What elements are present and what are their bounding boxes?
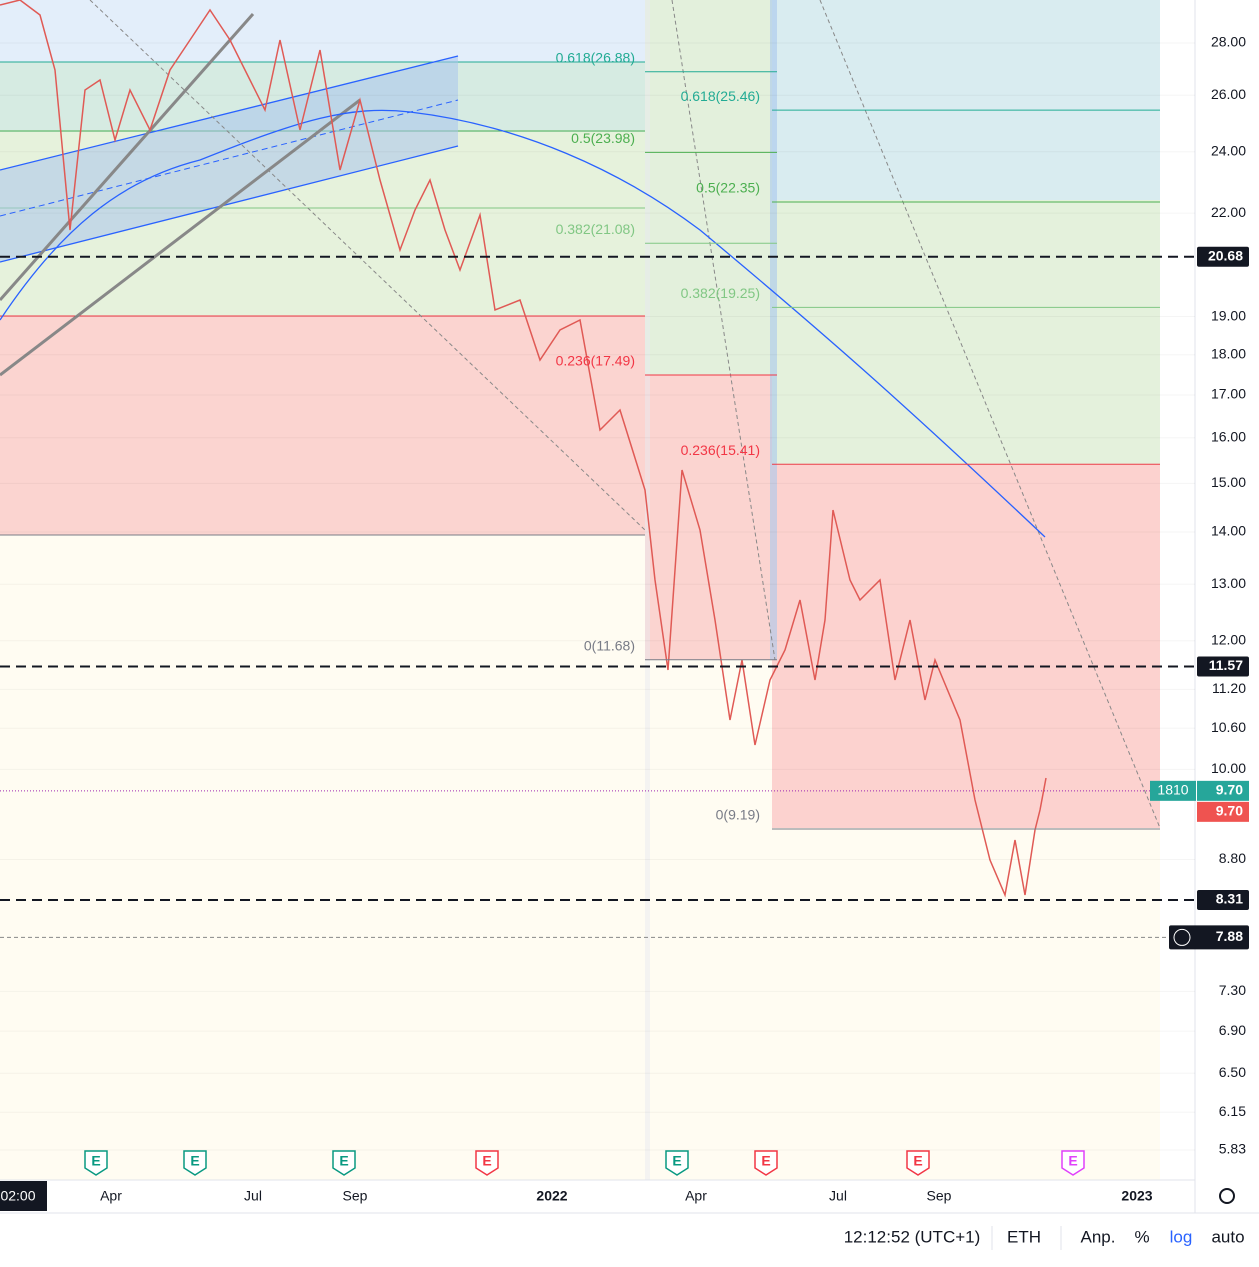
earnings-marker[interactable]: [475, 1150, 499, 1176]
time-tick-label: 02:00: [0, 1188, 35, 1204]
status-auto[interactable]: auto: [1211, 1227, 1244, 1246]
price-tick-label: 17.00: [1211, 386, 1246, 402]
price-tick-label: 6.50: [1219, 1064, 1246, 1080]
fib-label: 0.382(19.25): [681, 285, 760, 301]
fib-label: 0.618(25.46): [681, 88, 760, 104]
earnings-marker[interactable]: [906, 1150, 930, 1176]
earnings-marker[interactable]: [665, 1150, 689, 1176]
price-badge: [1197, 889, 1249, 910]
fib-label: 0.5(22.35): [696, 180, 760, 196]
price-tick-label: 7.30: [1219, 982, 1246, 998]
fib-label: 0.236(15.41): [681, 442, 760, 458]
price-tick-label: 10.60: [1211, 719, 1246, 735]
price-badge-label: 11.57: [1209, 657, 1243, 673]
fib-label: 0.5(23.98): [571, 130, 635, 146]
earnings-marker[interactable]: [183, 1150, 207, 1176]
time-tick-label: Jul: [244, 1188, 262, 1204]
price-badge: [1197, 246, 1249, 267]
close-label: 9.70: [1216, 803, 1243, 819]
settings-icon[interactable]: [1219, 1188, 1235, 1204]
earnings-label: E: [91, 1153, 100, 1169]
price-tick-label: 10.00: [1211, 760, 1246, 776]
price-tick-label: 28.00: [1211, 34, 1246, 50]
fib-label: 0(9.19): [716, 807, 760, 823]
price-badge-label: 20.68: [1208, 247, 1243, 263]
fib-label: 0(11.68): [584, 638, 635, 654]
crosshair-badge: [1169, 925, 1249, 950]
time-tick-label: Apr: [100, 1188, 122, 1204]
price-tick-label: 26.00: [1211, 86, 1246, 102]
price-tick-label: 14.00: [1211, 523, 1246, 539]
price-tick-label: 6.15: [1219, 1103, 1246, 1119]
volume-label: 1810: [1157, 782, 1188, 798]
earnings-marker[interactable]: [332, 1150, 356, 1176]
earnings-label: E: [482, 1153, 491, 1169]
fib-label: 0.382(21.08): [556, 221, 635, 237]
price-tick-label: 13.00: [1211, 575, 1246, 591]
price-tick-label: 19.00: [1211, 307, 1246, 323]
earnings-label: E: [190, 1153, 199, 1169]
price-tick-label: 18.00: [1211, 345, 1246, 361]
price-tick-label: 24.00: [1211, 142, 1246, 158]
last-price-badge: [1197, 780, 1249, 801]
drawings: [0, 0, 1161, 898]
status-time: 12:12:52 (UTC+1): [844, 1227, 981, 1246]
price-tick-label: 15.00: [1211, 474, 1246, 490]
crosshair-label: 7.88: [1216, 928, 1243, 944]
earnings-marker[interactable]: [84, 1150, 108, 1176]
volume-badge: [1150, 780, 1196, 801]
earnings-label: E: [913, 1153, 922, 1169]
earnings-label: E: [1068, 1153, 1077, 1169]
time-tick-label: 2022: [536, 1188, 567, 1204]
price-tick-label: 8.80: [1219, 850, 1246, 866]
status-adjust[interactable]: Anp.: [1081, 1227, 1116, 1246]
price-badge: [1197, 656, 1249, 677]
status-percent[interactable]: %: [1134, 1227, 1149, 1246]
status-log[interactable]: log: [1170, 1227, 1193, 1246]
add-icon[interactable]: [1173, 928, 1191, 946]
price-tick-label: 11.20: [1212, 680, 1246, 696]
price-tick-label: 16.00: [1211, 428, 1246, 444]
time-tick-label: Apr: [685, 1188, 707, 1204]
price-tick-label: 6.90: [1219, 1022, 1246, 1038]
price-tick-label: 12.00: [1211, 631, 1246, 647]
price-tick-label: 5.83: [1219, 1141, 1246, 1157]
price-badge-label: 8.31: [1216, 891, 1243, 907]
status-currency[interactable]: ETH: [1007, 1227, 1041, 1246]
last-price-label: 9.70: [1216, 782, 1243, 798]
close-badge: [1197, 801, 1249, 822]
time-tick-label: Jul: [829, 1188, 847, 1204]
earnings-marker[interactable]: [754, 1150, 778, 1176]
price-tick-label: 22.00: [1211, 204, 1246, 220]
earnings-label: E: [672, 1153, 681, 1169]
fib-label: 0.236(17.49): [556, 353, 635, 369]
fib-label: 0.618(26.88): [556, 50, 635, 66]
time-tick-label: 2023: [1121, 1188, 1152, 1204]
time-tick-label: Sep: [927, 1188, 952, 1204]
earnings-marker[interactable]: [1061, 1150, 1085, 1176]
time-tick-label: Sep: [343, 1188, 368, 1204]
earnings-label: E: [339, 1153, 348, 1169]
earnings-label: E: [761, 1153, 770, 1169]
